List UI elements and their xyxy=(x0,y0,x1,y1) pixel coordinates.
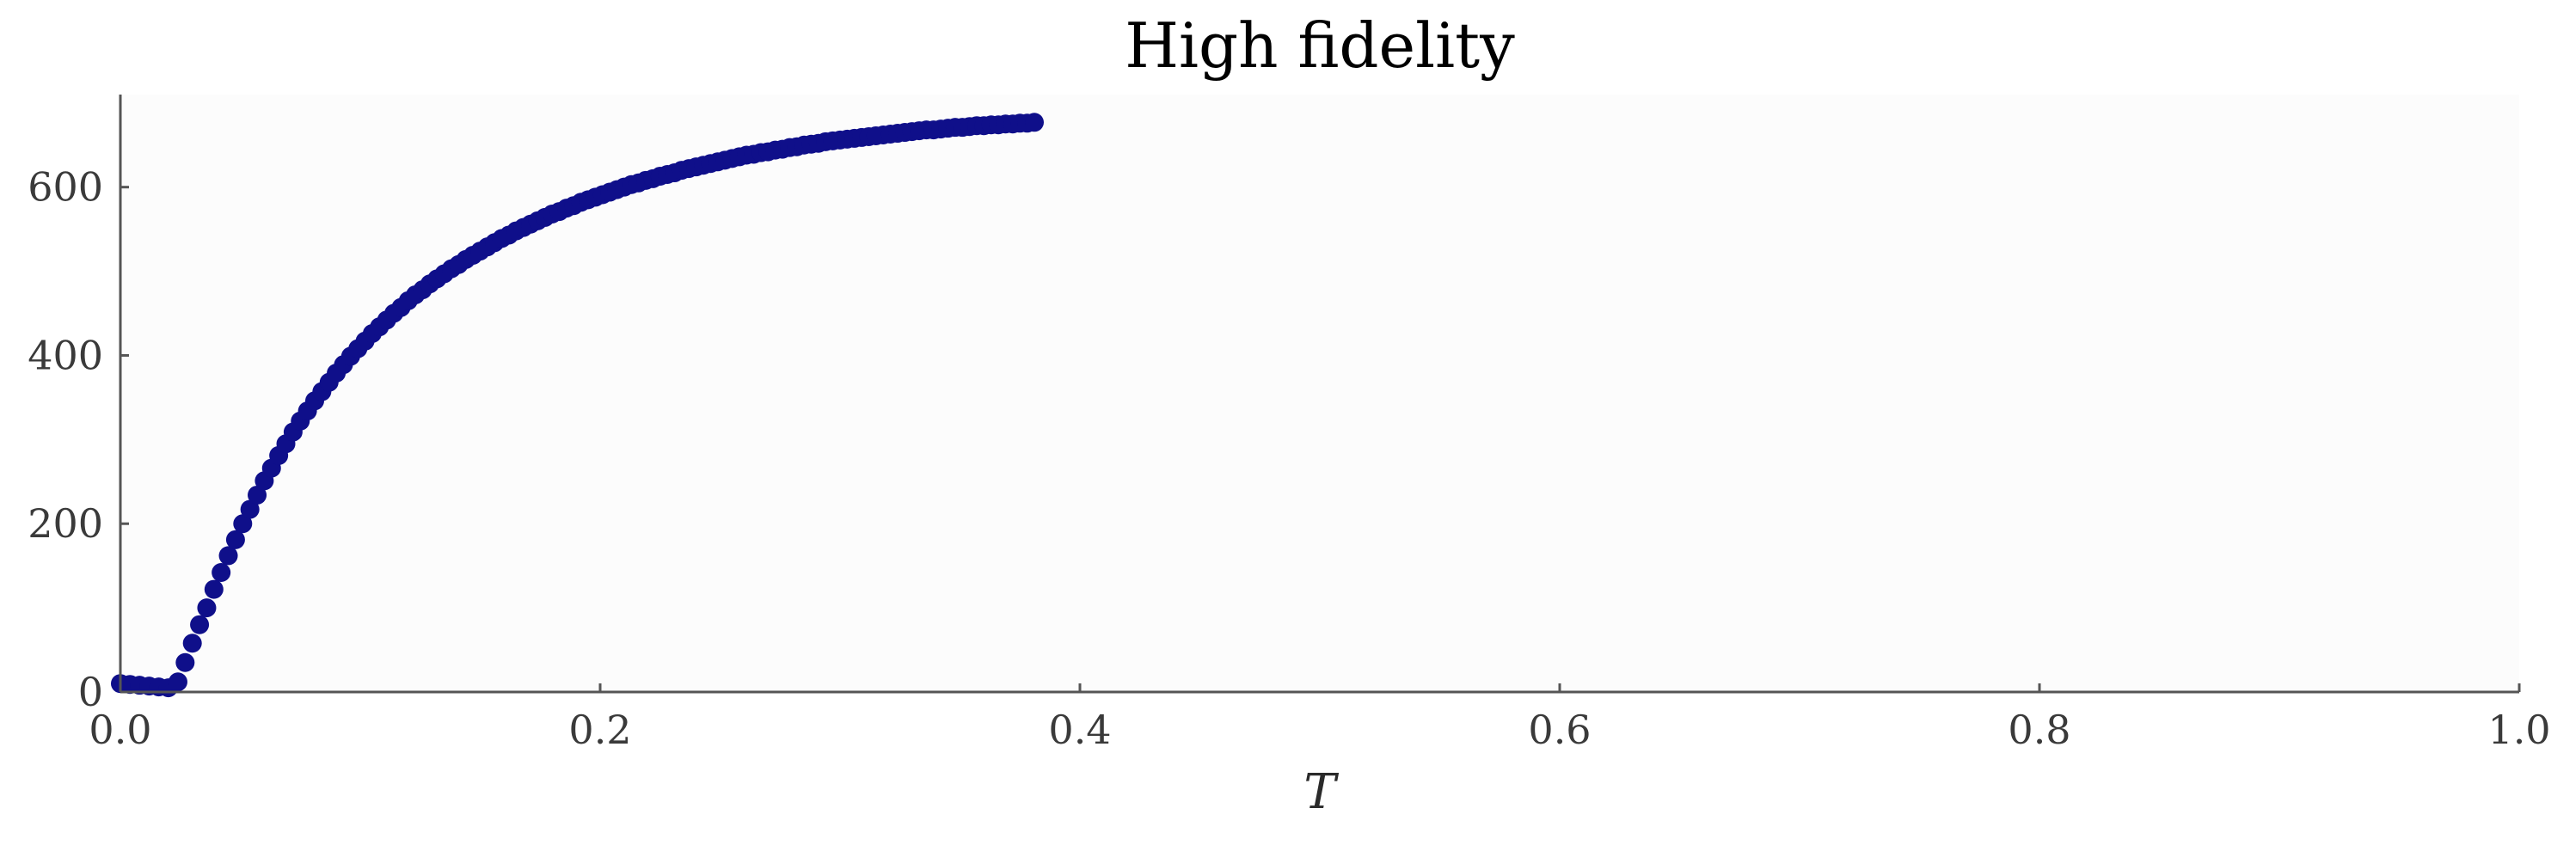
x-tick-label: 0.0 xyxy=(89,707,151,753)
x-axis-label: T xyxy=(1303,764,1339,820)
data-point xyxy=(240,499,260,519)
y-tick-label: 0 xyxy=(78,669,103,715)
data-point xyxy=(225,530,245,549)
data-point xyxy=(204,579,224,599)
data-point xyxy=(168,672,187,692)
y-tick-label: 200 xyxy=(28,500,103,547)
x-tick-label: 0.8 xyxy=(2008,707,2070,753)
x-tick-label: 0.6 xyxy=(1528,707,1591,753)
data-point xyxy=(1024,113,1044,132)
data-point xyxy=(248,485,267,505)
data-points xyxy=(111,113,1044,698)
data-point xyxy=(218,546,238,566)
data-point xyxy=(197,598,217,618)
y-ticks: 0 200 400 600 xyxy=(28,164,129,715)
x-tick-label: 0.2 xyxy=(568,707,631,753)
data-point xyxy=(175,652,195,672)
data-point xyxy=(190,615,210,634)
data-point xyxy=(182,634,202,653)
data-point xyxy=(212,563,231,582)
plot-background xyxy=(120,95,2519,692)
chart-title: High fidelity xyxy=(1125,9,1515,82)
y-tick-label: 600 xyxy=(28,164,103,211)
x-tick-label: 0.4 xyxy=(1048,707,1111,753)
data-point xyxy=(233,514,253,534)
x-tick-label: 1.0 xyxy=(2487,707,2550,753)
x-ticks: 0.0 0.2 0.4 0.6 0.8 1.0 xyxy=(89,683,2551,753)
y-tick-label: 400 xyxy=(28,332,103,378)
